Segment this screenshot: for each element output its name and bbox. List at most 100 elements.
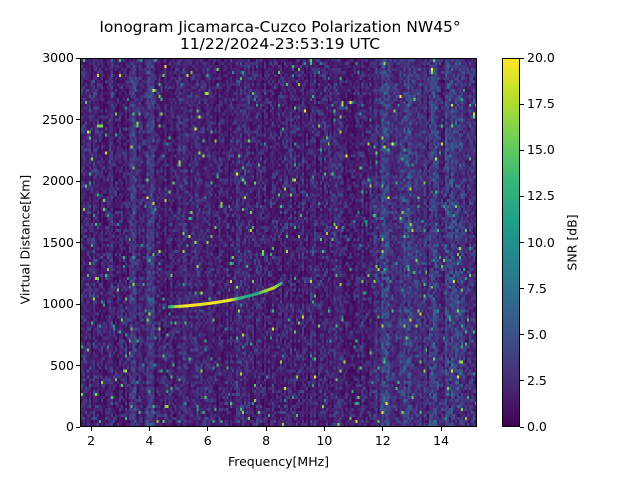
trace-point bbox=[195, 303, 199, 307]
trace-point bbox=[204, 302, 208, 306]
colorbar-tick-label: 7.5 bbox=[527, 280, 547, 296]
trace-point bbox=[262, 289, 265, 293]
trace-point bbox=[269, 287, 272, 291]
trace-point bbox=[222, 299, 225, 303]
trace-point bbox=[271, 286, 274, 290]
y-tick-mark bbox=[76, 303, 80, 305]
trace-point bbox=[169, 305, 173, 309]
trace-point bbox=[208, 301, 211, 305]
snr-heatmap bbox=[81, 59, 476, 426]
trace-point bbox=[218, 300, 222, 304]
trace-point bbox=[260, 290, 264, 294]
trace-point bbox=[229, 298, 232, 302]
trace-point bbox=[167, 305, 171, 309]
trace-point bbox=[251, 293, 255, 297]
y-tick-mark bbox=[76, 365, 80, 366]
trace-point bbox=[278, 282, 281, 286]
y-tick-label: 3000 bbox=[42, 50, 74, 65]
colorbar-tick-label: 12.5 bbox=[527, 188, 555, 204]
trace-point bbox=[237, 296, 241, 300]
colorbar-tick-mark bbox=[520, 426, 524, 428]
trace-point bbox=[199, 302, 202, 306]
trace-point bbox=[239, 296, 243, 300]
y-tick-mark bbox=[76, 119, 80, 120]
trace-point bbox=[197, 303, 201, 307]
trace-point bbox=[211, 301, 215, 305]
x-tick-label: 10 bbox=[316, 433, 333, 448]
trace-point bbox=[180, 304, 183, 308]
x-tick-mark bbox=[382, 427, 384, 431]
colorbar-tick-label: 17.5 bbox=[527, 96, 555, 112]
x-axis-label: Frequency[MHz] bbox=[227, 454, 330, 469]
x-tick-label: 4 bbox=[145, 433, 154, 448]
trace-point bbox=[202, 302, 206, 306]
y-tick-mark bbox=[76, 242, 80, 243]
trace-point bbox=[174, 305, 178, 309]
trace-point bbox=[185, 304, 188, 308]
trace-point bbox=[201, 302, 204, 306]
trace-point bbox=[227, 298, 230, 302]
trace-point bbox=[171, 305, 174, 309]
chart-subtitle: 11/22/2024-23:53:19 UTC bbox=[179, 35, 381, 53]
x-tick-label: 6 bbox=[203, 433, 212, 448]
colorbar bbox=[502, 58, 520, 427]
colorbar-tick-mark bbox=[520, 195, 524, 197]
y-tick-mark bbox=[76, 57, 80, 59]
trace-point bbox=[230, 298, 234, 302]
trace-point bbox=[279, 281, 283, 285]
trace-point bbox=[234, 297, 237, 301]
y-tick-label: 0 bbox=[66, 419, 74, 434]
colorbar-tick-label: 10.0 bbox=[527, 234, 555, 250]
x-tick-mark bbox=[440, 427, 442, 431]
colorbar-tick-mark bbox=[520, 103, 524, 105]
trace-point bbox=[213, 301, 216, 305]
trace-point bbox=[183, 304, 187, 308]
trace-point bbox=[173, 305, 176, 309]
plot-area bbox=[80, 58, 477, 427]
trace-point bbox=[206, 302, 209, 306]
colorbar-label: SNR [dB] bbox=[564, 214, 580, 271]
trace-point bbox=[225, 299, 229, 303]
x-tick-label: 12 bbox=[374, 433, 391, 448]
trace-point bbox=[209, 301, 213, 305]
trace-point bbox=[181, 304, 185, 308]
trace-point bbox=[232, 297, 236, 301]
colorbar-tick-mark bbox=[520, 149, 524, 151]
trace-point bbox=[223, 299, 227, 303]
trace-point bbox=[249, 293, 253, 297]
trace-point bbox=[187, 304, 190, 308]
trace-point bbox=[267, 288, 271, 292]
colorbar-tick-mark bbox=[520, 288, 524, 290]
trace-point bbox=[243, 295, 247, 299]
trace-point bbox=[247, 294, 251, 298]
colorbar-tick-mark bbox=[520, 242, 524, 243]
colorbar-tick-label: 0.0 bbox=[527, 419, 547, 434]
y-tick-mark bbox=[76, 180, 80, 182]
y-axis-label: Virtual Distance[Km] bbox=[17, 174, 33, 305]
trace-layer bbox=[167, 281, 283, 309]
y-tick-mark bbox=[76, 426, 80, 428]
x-tick-mark bbox=[207, 427, 209, 431]
trace-point bbox=[215, 300, 218, 304]
trace-point bbox=[220, 300, 223, 304]
y-tick-label: 1000 bbox=[42, 296, 74, 311]
y-tick-label: 1500 bbox=[42, 234, 74, 250]
trace-point bbox=[194, 303, 197, 307]
y-tick-label: 500 bbox=[50, 357, 74, 373]
y-tick-label: 2500 bbox=[42, 111, 74, 127]
colorbar-tick-label: 5.0 bbox=[527, 326, 547, 342]
trace-point bbox=[241, 295, 245, 299]
colorbar-tick-label: 2.5 bbox=[527, 372, 547, 388]
trace-point bbox=[272, 286, 276, 290]
x-tick-mark bbox=[90, 427, 92, 431]
trace-point bbox=[188, 304, 192, 308]
y-tick-label: 2000 bbox=[42, 173, 74, 188]
x-tick-mark bbox=[323, 427, 325, 431]
x-tick-label: 14 bbox=[433, 433, 450, 448]
trace-point bbox=[245, 294, 249, 298]
colorbar-tick-mark bbox=[520, 334, 524, 336]
x-tick-label: 2 bbox=[87, 433, 96, 448]
trace-point bbox=[264, 289, 267, 293]
trace-point bbox=[216, 300, 220, 304]
